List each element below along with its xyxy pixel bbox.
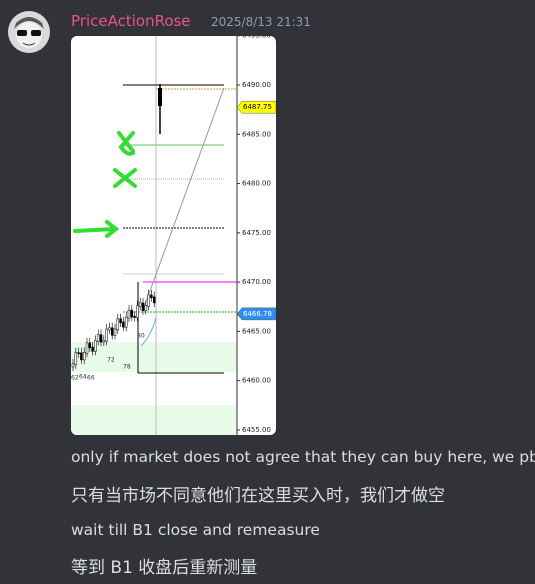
author[interactable]: PriceActionRose bbox=[71, 12, 191, 30]
candle-body bbox=[85, 342, 89, 354]
candle-body bbox=[71, 363, 75, 368]
candle-body bbox=[105, 328, 108, 342]
bar-label: 62 bbox=[71, 375, 79, 382]
ema bbox=[140, 317, 157, 347]
candle-body bbox=[152, 296, 156, 304]
message-text: 等到 B1 收盘后重新测量 bbox=[71, 558, 258, 578]
face bbox=[16, 22, 42, 48]
bar-label: 72 bbox=[107, 357, 115, 364]
candle-body bbox=[91, 346, 94, 352]
bar-label: 64 bbox=[79, 374, 87, 381]
candle-body bbox=[99, 334, 103, 343]
candle-body bbox=[108, 327, 111, 331]
candle bbox=[158, 88, 162, 106]
candle-body bbox=[113, 328, 117, 336]
message-text: 只有当市场不同意他们在这里买入时，我们才做空 bbox=[71, 486, 445, 506]
candle-body bbox=[122, 321, 125, 328]
price-tick: 6475.00 bbox=[242, 229, 271, 237]
price-tag bbox=[236, 307, 276, 321]
arrow bbox=[73, 220, 120, 238]
candle-body bbox=[136, 305, 139, 318]
x-mark bbox=[113, 168, 137, 188]
price-tick: 6490.00 bbox=[242, 81, 271, 89]
candle-body bbox=[102, 339, 106, 343]
glasses bbox=[17, 30, 27, 36]
price-tick: 6485.00 bbox=[242, 130, 271, 138]
candle-body bbox=[144, 305, 148, 311]
price-tick: 6465.00 bbox=[242, 327, 271, 335]
candle-body bbox=[127, 309, 131, 319]
candle-body bbox=[133, 315, 136, 318]
bar-label: 78 bbox=[123, 364, 131, 371]
glasses bbox=[31, 30, 41, 36]
candle-body bbox=[77, 352, 80, 355]
price-tick: 6495.00 bbox=[242, 36, 271, 40]
candle-body bbox=[80, 352, 83, 361]
candle-body bbox=[150, 294, 153, 299]
candle-body bbox=[88, 342, 92, 349]
price-tag-label: 6487.75 bbox=[243, 103, 272, 111]
timestamp: 2025/8/13 21:31 bbox=[211, 15, 311, 29]
price-tick: 6470.00 bbox=[242, 278, 271, 286]
chart-screenshot: 6495.00 6490.00 6485.00 6480.00 6475.00 6470.… bbox=[71, 36, 276, 435]
price-tick: 6460.00 bbox=[242, 377, 271, 385]
candle-body bbox=[124, 316, 128, 328]
candles bbox=[71, 289, 156, 371]
mouth bbox=[22, 42, 36, 46]
price-tick: 6480.00 bbox=[242, 180, 271, 188]
avatar[interactable] bbox=[8, 11, 50, 53]
candle-body bbox=[130, 309, 134, 318]
bar-label: 80 bbox=[137, 333, 145, 340]
message-text: only if market does not agree that they … bbox=[71, 448, 535, 466]
candle-body bbox=[94, 340, 97, 352]
avatar-art bbox=[14, 17, 44, 48]
chart-image[interactable]: 6495.00 6490.00 6485.00 6480.00 6475.00 6470.… bbox=[71, 36, 276, 435]
candle-body bbox=[138, 302, 142, 307]
projection bbox=[142, 87, 225, 311]
candle-body bbox=[96, 334, 100, 342]
bar-label: 66 bbox=[87, 375, 95, 382]
zone bbox=[71, 342, 237, 372]
candle-body bbox=[110, 327, 114, 336]
candle-body bbox=[147, 294, 150, 307]
candle-body bbox=[119, 318, 122, 324]
x-mark bbox=[117, 131, 135, 156]
candle-body bbox=[116, 318, 120, 331]
price-tag bbox=[236, 100, 276, 114]
candle-body bbox=[74, 352, 78, 366]
message-text: wait till B1 close and remeasure bbox=[71, 521, 320, 539]
candle-body bbox=[141, 302, 145, 311]
price-tick: 6455.00 bbox=[242, 426, 271, 434]
zone bbox=[71, 405, 237, 435]
candle-body bbox=[82, 352, 86, 361]
price-tag-label: 6466.78 bbox=[243, 310, 272, 318]
hair bbox=[14, 17, 44, 29]
